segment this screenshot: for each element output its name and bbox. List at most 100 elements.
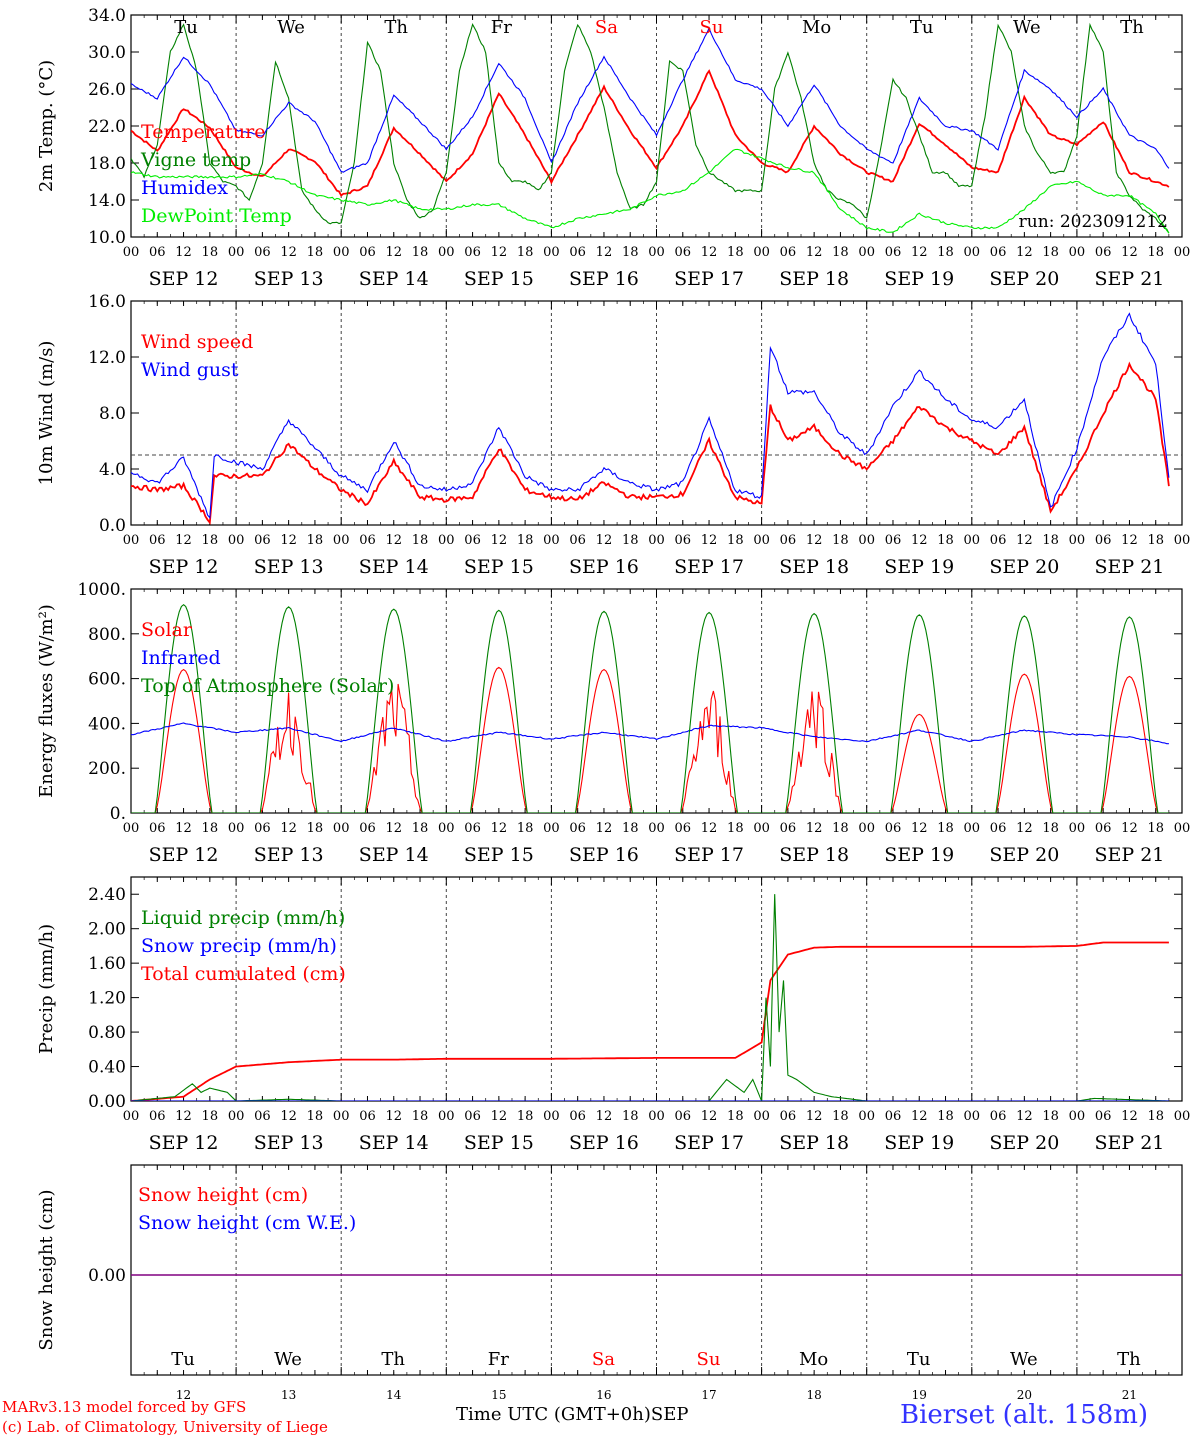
weekday-label: Tu — [910, 17, 934, 38]
weekday-label: Sa — [595, 17, 618, 38]
day-label: SEP 13 — [254, 268, 324, 290]
hour-tick-label: 18 — [727, 821, 744, 836]
weekday-label: Su — [700, 17, 724, 38]
y-tick-label: 0.00 — [88, 1266, 126, 1286]
y-tick-label: 12.0 — [88, 348, 126, 368]
hour-tick-label: 00 — [333, 1109, 350, 1124]
weekday-label: We — [1010, 1349, 1038, 1370]
hour-tick-label: 00 — [648, 245, 665, 260]
hour-tick-label: 00 — [753, 1109, 770, 1124]
day-label: SEP 20 — [989, 556, 1059, 578]
hour-tick-label: 06 — [569, 245, 586, 260]
day-label: SEP 16 — [569, 844, 639, 866]
legend-entry: Wind speed — [141, 331, 253, 353]
time-axis-label: Time UTC (GMT+0h)SEP — [456, 1404, 688, 1425]
hour-tick-label: 12 — [280, 245, 297, 260]
hour-tick-label: 18 — [937, 1109, 954, 1124]
station-label: Bierset (alt. 158m) — [900, 1400, 1149, 1430]
day-number: 14 — [386, 1388, 402, 1402]
hour-tick-label: 18 — [202, 1109, 219, 1124]
series-line-dewpoint-temp — [131, 148, 1170, 234]
hour-tick-label: 00 — [964, 1109, 981, 1124]
series-line-top-of-atmosphere-solar- — [131, 603, 1169, 813]
series-line-solar — [131, 666, 1169, 813]
hour-tick-label: 00 — [438, 1109, 455, 1124]
day-label: SEP 12 — [149, 268, 219, 290]
hour-tick-label: 06 — [675, 245, 692, 260]
hour-tick-label: 06 — [990, 1109, 1007, 1124]
y-tick-label: 200. — [88, 759, 126, 779]
hour-tick-label: 18 — [727, 245, 744, 260]
hour-tick-label: 00 — [964, 245, 981, 260]
day-label: SEP 20 — [989, 268, 1059, 290]
hour-tick-label: 00 — [858, 821, 875, 836]
y-tick-label: 16.0 — [88, 292, 126, 312]
y-tick-label: 0.0 — [99, 516, 126, 536]
y-tick-label: 600. — [88, 670, 126, 690]
day-label: SEP 14 — [359, 556, 429, 578]
y-tick-label: 4.0 — [99, 460, 126, 480]
hour-tick-label: 00 — [1069, 245, 1086, 260]
hour-tick-label: 18 — [1147, 245, 1164, 260]
hour-tick-label: 06 — [254, 1109, 271, 1124]
hour-tick-label: 12 — [1016, 1109, 1033, 1124]
hour-tick-label: 18 — [1147, 1109, 1164, 1124]
hour-tick-label: 06 — [885, 1109, 902, 1124]
y-tick-label: 2.40 — [88, 885, 126, 905]
hour-tick-label: 12 — [911, 245, 928, 260]
series-line-infrared — [131, 722, 1169, 745]
hour-tick-label: 12 — [385, 821, 402, 836]
hour-tick-label: 12 — [1121, 245, 1138, 260]
hour-tick-label: 18 — [202, 821, 219, 836]
hour-tick-label: 12 — [701, 1109, 718, 1124]
y-tick-label: 1000. — [77, 580, 126, 600]
hour-tick-label: 00 — [964, 821, 981, 836]
hour-tick-label: 00 — [438, 245, 455, 260]
legend-entry: Temperature — [141, 121, 265, 143]
legend-entry: Snow precip (mm/h) — [141, 935, 337, 957]
hour-tick-label: 06 — [1095, 1109, 1112, 1124]
hour-tick-label: 12 — [280, 1109, 297, 1124]
legend-entry: Solar — [141, 619, 193, 641]
legend-entry: Top of Atmosphere (Solar) — [141, 675, 394, 697]
day-label: SEP 17 — [674, 556, 744, 578]
weekday-label: We — [274, 1349, 302, 1370]
day-label: SEP 13 — [254, 844, 324, 866]
weekday-label: Fr — [491, 17, 512, 38]
hour-tick-label: 00 — [753, 533, 770, 548]
hour-tick-label: 00 — [1174, 1109, 1191, 1124]
hour-tick-label: 00 — [333, 821, 350, 836]
weekday-label: Tu — [907, 1349, 931, 1370]
hour-tick-label: 12 — [175, 1109, 192, 1124]
y-tick-label: 34.0 — [88, 6, 126, 26]
hour-tick-label: 00 — [333, 533, 350, 548]
hour-tick-label: 12 — [280, 821, 297, 836]
hour-tick-label: 06 — [990, 533, 1007, 548]
hour-tick-label: 12 — [1121, 1109, 1138, 1124]
weekday-label: Th — [1120, 17, 1144, 38]
hour-tick-label: 12 — [491, 821, 508, 836]
weekday-label: We — [277, 17, 305, 38]
hour-tick-label: 18 — [832, 533, 849, 548]
hour-tick-label: 12 — [596, 245, 613, 260]
hour-tick-label: 18 — [202, 245, 219, 260]
hour-tick-label: 06 — [990, 245, 1007, 260]
hour-tick-label: 18 — [622, 821, 639, 836]
hour-tick-label: 18 — [202, 533, 219, 548]
weekday-label: Tu — [171, 1349, 195, 1370]
day-label: SEP 19 — [884, 844, 954, 866]
day-label: SEP 21 — [1095, 268, 1165, 290]
hour-tick-label: 18 — [517, 245, 534, 260]
day-label: SEP 12 — [149, 556, 219, 578]
day-number: 13 — [281, 1388, 296, 1402]
legend-entry: Liquid precip (mm/h) — [141, 907, 345, 929]
day-label: SEP 17 — [674, 844, 744, 866]
hour-tick-label: 12 — [491, 245, 508, 260]
hour-tick-label: 00 — [1069, 533, 1086, 548]
hour-tick-label: 00 — [333, 245, 350, 260]
hour-tick-label: 06 — [780, 1109, 797, 1124]
hour-tick-label: 12 — [806, 821, 823, 836]
y-tick-label: 8.0 — [99, 404, 126, 424]
y-axis-label: Precip (mm/h) — [36, 924, 57, 1054]
series-line-vigne-temp — [131, 22, 1170, 234]
